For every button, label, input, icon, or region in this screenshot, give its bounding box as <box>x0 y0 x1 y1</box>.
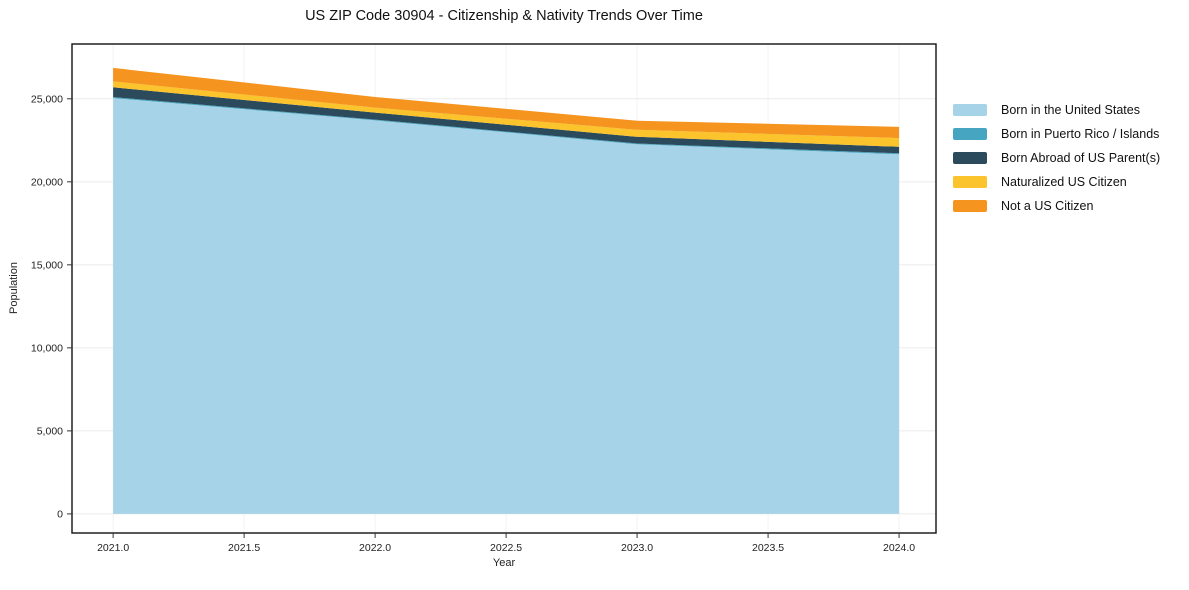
area-not-a-us-citizen <box>113 67 900 139</box>
y-tick-label: 10,000 <box>31 342 63 354</box>
x-axis-label: Year <box>492 557 516 569</box>
legend-label: Born in the United States <box>1001 103 1140 117</box>
x-tick-label: 2021.5 <box>228 542 260 554</box>
y-axis-label: Population <box>8 262 20 314</box>
x-tick-label: 2022.5 <box>490 542 522 554</box>
legend-item: Born Abroad of US Parent(s) <box>953 151 1160 165</box>
legend-label: Born Abroad of US Parent(s) <box>1001 151 1161 165</box>
legend-label: Born in Puerto Rico / Islands <box>1001 127 1160 141</box>
legend-item: Born in Puerto Rico / Islands <box>953 127 1160 141</box>
legend-swatch-icon <box>953 152 987 164</box>
plot-border <box>71 43 937 534</box>
legend-label: Not a US Citizen <box>1001 199 1094 213</box>
y-tick-label: 5,000 <box>37 425 63 437</box>
y-tick-label: 15,000 <box>31 259 63 271</box>
legend-label: Naturalized US Citizen <box>1001 175 1127 189</box>
x-tick-label: 2024.0 <box>883 542 915 554</box>
area-naturalized-us-citizen <box>113 81 900 147</box>
x-tick-label: 2021.0 <box>97 542 129 554</box>
legend-swatch-icon <box>953 104 987 116</box>
legend-item: Born in the United States <box>953 103 1160 117</box>
y-tick-label: 0 <box>57 508 63 520</box>
y-tick-label: 25,000 <box>31 93 63 105</box>
x-tick-label: 2022.0 <box>359 542 391 554</box>
x-tick-label: 2023.5 <box>752 542 784 554</box>
legend-swatch-icon <box>953 128 987 140</box>
y-tick-label: 20,000 <box>31 176 63 188</box>
x-tick-label: 2023.0 <box>621 542 653 554</box>
legend-item: Not a US Citizen <box>953 199 1160 213</box>
chart-title: US ZIP Code 30904 - Citizenship & Nativi… <box>305 8 703 24</box>
legend-swatch-icon <box>953 176 987 188</box>
legend-item: Naturalized US Citizen <box>953 175 1160 189</box>
legend-swatch-icon <box>953 200 987 212</box>
area-born-in-the-united-states <box>113 98 900 514</box>
area-born-abroad-of-us-parent-s- <box>113 87 900 154</box>
legend: Born in the United States Born in Puerto … <box>953 103 1160 213</box>
